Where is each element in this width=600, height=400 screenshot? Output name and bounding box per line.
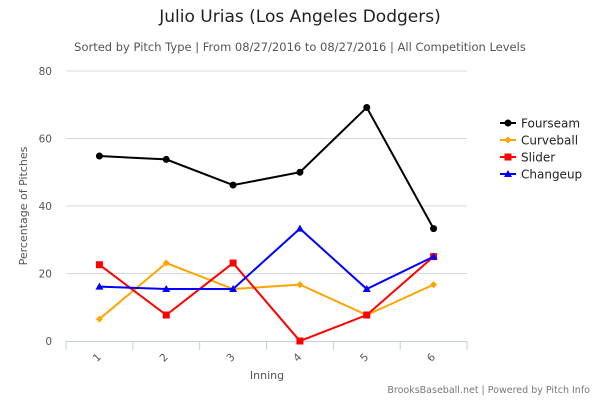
y-axis-ticks: 0 20 40 60 80 bbox=[39, 66, 52, 348]
data-point-changeup[interactable] bbox=[162, 285, 171, 293]
series-line-slider[interactable] bbox=[98, 255, 435, 343]
x-axis-title: Inning bbox=[250, 369, 284, 382]
series-changeup bbox=[95, 224, 438, 293]
x-axis: 1 2 3 4 5 6 bbox=[65, 341, 468, 364]
credits[interactable]: BrooksBaseball.net | Powered by Pitch In… bbox=[387, 385, 590, 396]
legend-label: Changeup bbox=[521, 168, 582, 182]
x-tick-label: 2 bbox=[158, 351, 171, 364]
data-point-fourseam[interactable] bbox=[95, 152, 103, 160]
legend-label: Slider bbox=[521, 151, 555, 165]
data-point-changeup[interactable] bbox=[295, 224, 304, 232]
x-tick-label: 5 bbox=[358, 351, 371, 364]
x-tick-label: 4 bbox=[291, 351, 304, 364]
legend-item-changeup[interactable]: Changeup bbox=[500, 168, 582, 182]
data-point-curveball[interactable] bbox=[296, 281, 304, 289]
data-point-curveball[interactable] bbox=[162, 259, 170, 267]
legend-marker-icon bbox=[504, 136, 512, 144]
data-point-fourseam[interactable] bbox=[296, 168, 304, 176]
chart-title: Julio Urias (Los Angeles Dodgers) bbox=[159, 7, 441, 27]
data-point-curveball[interactable] bbox=[95, 315, 103, 323]
series-group bbox=[95, 103, 438, 345]
data-point-fourseam[interactable] bbox=[229, 181, 237, 189]
y-tick-label: 60 bbox=[39, 134, 52, 146]
legend-marker-icon bbox=[504, 170, 512, 177]
data-point-fourseam[interactable] bbox=[162, 155, 170, 163]
chart-subtitle: Sorted by Pitch Type | From 08/27/2016 t… bbox=[74, 40, 526, 54]
x-tick-label: 1 bbox=[91, 351, 104, 364]
y-tick-label: 80 bbox=[39, 66, 52, 78]
legend: Fourseam Curveball Slider Changeup bbox=[500, 117, 582, 182]
series-slider bbox=[95, 253, 438, 345]
series-fourseam bbox=[95, 103, 438, 233]
y-axis-title: Percentage of Pitches bbox=[17, 146, 30, 265]
legend-item-curveball[interactable]: Curveball bbox=[500, 134, 578, 148]
y-tick-label: 0 bbox=[45, 336, 52, 348]
legend-marker-icon bbox=[504, 153, 512, 161]
data-point-curveball[interactable] bbox=[430, 281, 438, 289]
series-line-curveball[interactable] bbox=[98, 261, 434, 320]
legend-label: Curveball bbox=[521, 134, 578, 148]
data-point-slider[interactable] bbox=[229, 259, 237, 267]
x-tick-label: 6 bbox=[425, 351, 438, 364]
data-point-fourseam[interactable] bbox=[430, 225, 438, 233]
data-point-slider[interactable] bbox=[95, 261, 103, 269]
series-line-fourseam[interactable] bbox=[99, 105, 435, 230]
x-tick-label: 3 bbox=[224, 351, 237, 364]
legend-marker-icon bbox=[504, 119, 512, 127]
data-point-slider[interactable] bbox=[162, 311, 170, 319]
data-point-changeup[interactable] bbox=[362, 285, 371, 293]
gridlines bbox=[66, 70, 467, 274]
series-line-changeup[interactable] bbox=[99, 227, 435, 291]
data-point-changeup[interactable] bbox=[95, 282, 104, 290]
data-point-changeup[interactable] bbox=[429, 252, 438, 260]
y-tick-label: 40 bbox=[39, 201, 52, 213]
data-point-slider[interactable] bbox=[296, 337, 304, 345]
data-point-slider[interactable] bbox=[363, 311, 371, 319]
data-point-fourseam[interactable] bbox=[363, 103, 371, 111]
legend-item-fourseam[interactable]: Fourseam bbox=[500, 117, 580, 131]
data-point-changeup[interactable] bbox=[229, 285, 238, 293]
series-curveball bbox=[95, 259, 438, 323]
y-tick-label: 20 bbox=[39, 269, 52, 281]
legend-item-slider[interactable]: Slider bbox=[500, 151, 555, 165]
legend-label: Fourseam bbox=[521, 117, 580, 131]
